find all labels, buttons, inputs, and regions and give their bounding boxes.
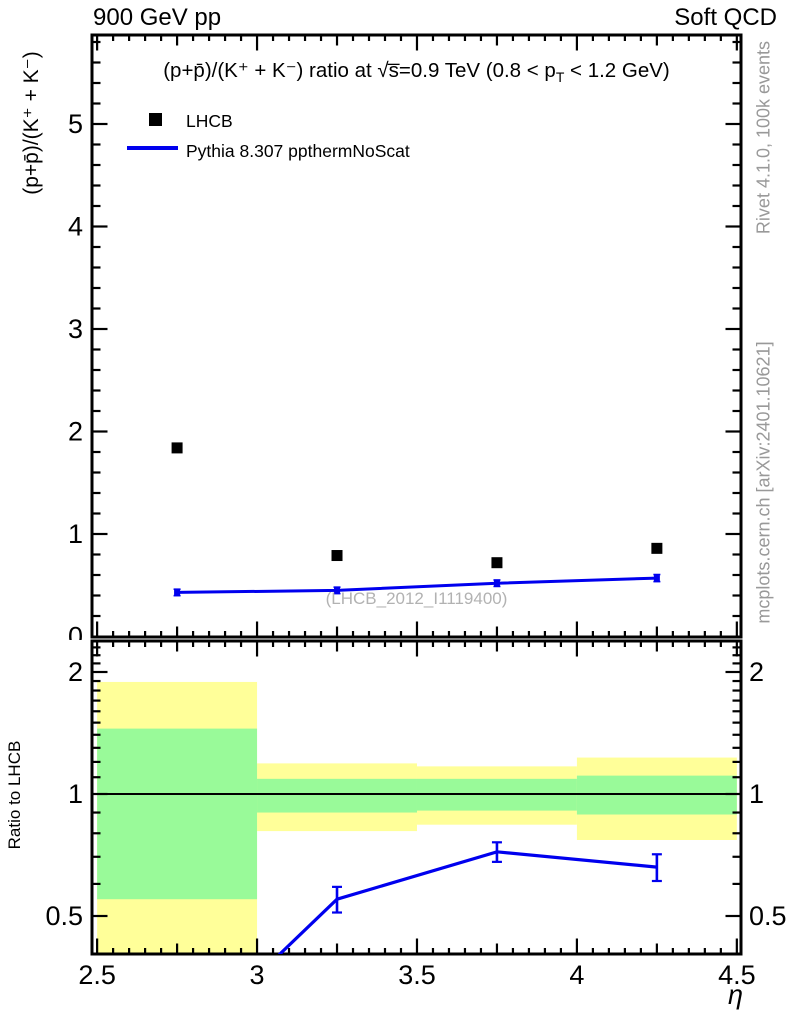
lhcb-data-point [171, 442, 183, 454]
plot-title-subscript: T [555, 68, 565, 85]
svg-text:5: 5 [68, 109, 83, 139]
svg-text:1: 1 [68, 779, 83, 809]
lhcb-marker-swatch [149, 113, 162, 126]
svg-text:2: 2 [749, 657, 764, 687]
pythia-point [653, 575, 660, 582]
svg-text:3: 3 [68, 314, 83, 344]
pythia-point [493, 580, 500, 587]
process-group-label: Soft QCD [674, 4, 777, 31]
main-series [171, 442, 663, 597]
analysis-id-watermark: (LHCB_2012_I1119400) [325, 589, 508, 608]
legend-label-lhcb: LHCB [186, 111, 233, 131]
plot-title-tail: < 1.2 GeV) [564, 59, 670, 82]
pythia-line [177, 576, 657, 594]
ratio-uncertainty-bands [97, 681, 737, 954]
pythia-point [334, 587, 341, 594]
svg-text:2: 2 [68, 417, 83, 447]
rivet-version-note: Rivet 4.1.0, 100k events [753, 40, 774, 235]
svg-text:3.5: 3.5 [398, 960, 436, 990]
lhcb-data-point [651, 542, 663, 554]
svg-text:1: 1 [68, 519, 83, 549]
svg-text:2.5: 2.5 [78, 960, 116, 990]
lhcb-data-point [331, 550, 343, 562]
svg-text:0: 0 [68, 622, 83, 652]
legend-label-pythia: Pythia 8.307 ppthermNoScat [186, 141, 410, 161]
svg-text:0.5: 0.5 [45, 901, 83, 931]
lhcb-data-point [491, 557, 503, 569]
main-panel-frame [90, 33, 743, 639]
plot-title-main: (p+p̄)/(K⁺ + K⁻) ratio at √s̅=0.9 TeV (0… [163, 59, 556, 82]
main-y-axis-title: (p+p̄)/(K⁺ + K⁻) [20, 51, 43, 195]
mcplots-reference-note: mcplots.cern.ch [arXiv:2401.10621] [753, 341, 774, 624]
svg-text:2: 2 [68, 657, 83, 687]
svg-text:3: 3 [250, 960, 265, 990]
beam-energy-label: 900 GeV pp [93, 4, 222, 31]
ratio-y-axis-title: Ratio to LHCB [5, 740, 24, 850]
ratio-curve [277, 841, 662, 954]
plot-title: (p+p̄)/(K⁺ + K⁻) ratio at √s̅=0.9 TeV (0… [92, 58, 741, 85]
svg-text:1: 1 [749, 779, 764, 809]
axis-tick-labels: 2.5 3 3.5 4 4.5 0 1 2 3 4 5 0.5 0.5 1 1 2 2 [45, 109, 786, 990]
pythia-line-swatch [127, 146, 178, 150]
pythia-point [174, 589, 181, 596]
ratio-panel-frame [90, 639, 743, 956]
x-axis-title: η [728, 980, 743, 1010]
svg-text:4: 4 [569, 960, 584, 990]
svg-text:0.5: 0.5 [749, 901, 786, 931]
svg-text:4: 4 [68, 212, 83, 242]
svg-text:4.5: 4.5 [718, 960, 756, 990]
